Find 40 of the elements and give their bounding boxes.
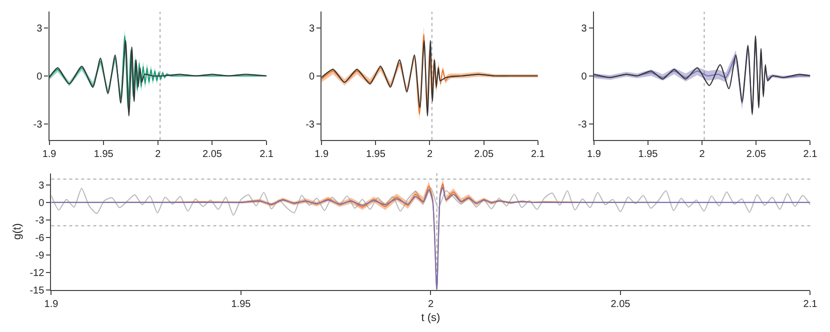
x-tick-label: 2.1 xyxy=(530,149,546,160)
line-series xyxy=(49,40,267,116)
y-tick-label: 3 xyxy=(36,23,43,34)
y-tick-label: -12 xyxy=(30,268,45,279)
x-tick-label: 2.1 xyxy=(260,149,274,160)
y-tick-label: 0 xyxy=(36,71,43,82)
x-tick-label: 2.05 xyxy=(746,149,766,160)
x-tick-label: 1.95 xyxy=(638,149,658,160)
x-tick-label: 1.9 xyxy=(314,149,329,160)
x-tick-label: 1.95 xyxy=(231,298,252,310)
y-tick-label: 0 xyxy=(308,71,315,82)
x-tick-label: 2.1 xyxy=(803,298,818,310)
x-tick-label: 2.05 xyxy=(202,149,222,160)
y-tick-label: -3 xyxy=(33,119,43,130)
y-tick-label: -15 xyxy=(30,285,45,296)
x-tick-label: 2 xyxy=(426,149,433,160)
y-tick-label: 0 xyxy=(581,71,588,82)
y-tick-label: 3 xyxy=(38,180,45,192)
y-axis-title: g(t) xyxy=(11,223,24,240)
x-tick-label: 2.05 xyxy=(474,149,494,160)
y-tick-label: -3 xyxy=(578,119,588,130)
y-tick-label: -3 xyxy=(35,215,45,226)
x-tick-label: 1.9 xyxy=(586,149,602,160)
x-tick-label: 1.9 xyxy=(42,149,57,160)
x-tick-label: 2 xyxy=(155,149,162,160)
y-tick-label: -6 xyxy=(35,232,45,244)
x-tick-label: 1.9 xyxy=(44,298,59,310)
x-tick-label: 2.05 xyxy=(610,298,631,310)
y-tick-label: 3 xyxy=(308,23,315,34)
x-axis-title: t (s) xyxy=(421,312,440,324)
x-tick-label: 1.95 xyxy=(366,149,386,160)
x-tick-label: 2 xyxy=(699,149,706,160)
y-tick-label: 0 xyxy=(38,198,45,209)
y-tick-label: -9 xyxy=(35,250,45,262)
x-tick-label: 2.1 xyxy=(803,149,818,160)
x-tick-label: 2 xyxy=(428,298,434,310)
y-tick-label: -3 xyxy=(306,119,315,130)
line-series xyxy=(51,187,810,216)
x-tick-label: 1.95 xyxy=(94,149,114,160)
y-tick-label: 3 xyxy=(581,23,588,34)
